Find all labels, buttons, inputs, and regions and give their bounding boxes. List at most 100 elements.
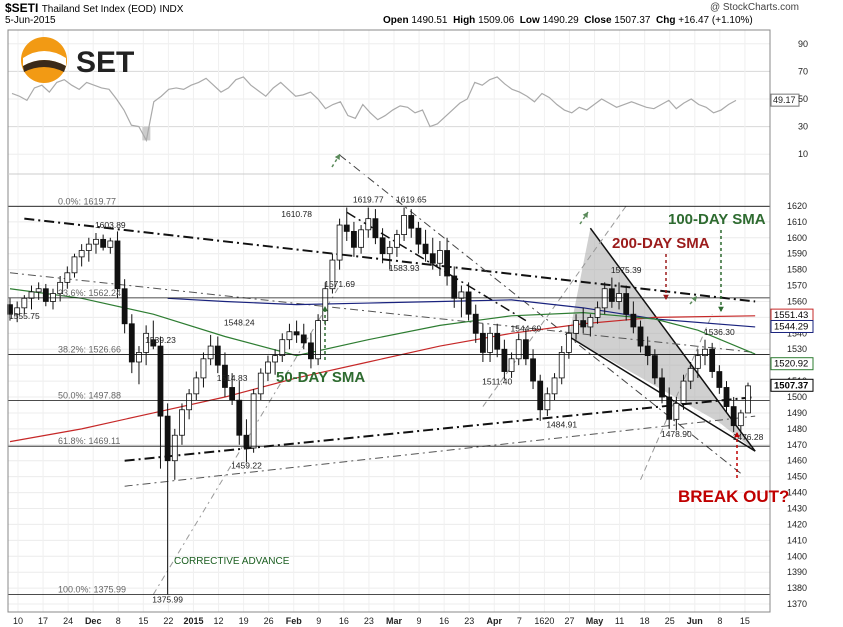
candle-body	[544, 393, 551, 411]
candle-body	[558, 352, 565, 379]
candle-body	[472, 313, 479, 334]
low-value: 1490.29	[542, 15, 579, 26]
candle-body	[573, 320, 579, 334]
candle-body	[293, 331, 300, 336]
candle-body	[250, 393, 257, 449]
sma100-last-value: 1544.29	[774, 321, 808, 332]
time-tick-label: 23	[364, 616, 374, 626]
candle-body	[229, 387, 236, 401]
price-tick-label: 1490	[787, 408, 807, 418]
candle-body	[444, 250, 450, 277]
candle-body	[537, 380, 544, 411]
sma50-line	[9, 288, 756, 357]
logo-wave2-icon	[23, 60, 66, 72]
time-tick-label: 9	[316, 616, 321, 626]
candle-body	[501, 348, 508, 372]
candle-body	[50, 293, 56, 302]
candle-body	[35, 288, 42, 293]
candle-body	[687, 367, 694, 382]
symbol: $SETI	[5, 1, 39, 15]
candle-body	[551, 377, 558, 395]
candle-body	[401, 215, 407, 235]
candle-body	[508, 358, 515, 372]
annotations	[322, 153, 740, 478]
price-point-label: 1619.65	[396, 195, 427, 205]
time-tick-label: May	[586, 616, 604, 626]
candle-body	[93, 238, 99, 245]
rsi-oversold-fill	[142, 126, 151, 141]
rsi-tick-label: 90	[798, 39, 808, 49]
wedge-fill	[568, 228, 756, 452]
chart-date: 5-Jun-2015	[5, 15, 56, 26]
time-tick-label: 10	[13, 616, 23, 626]
candle-body	[164, 415, 171, 462]
candle-body	[100, 238, 107, 248]
price-tick-label: 1400	[787, 551, 807, 561]
sma200-last-value: 1551.43	[774, 310, 808, 321]
price-tick-label: 1470	[787, 440, 807, 450]
time-tick-label: 1620	[534, 616, 554, 626]
candle-body	[107, 240, 114, 248]
rsi-tick-label: 30	[798, 122, 808, 132]
price-tick-label: 1600	[787, 233, 807, 243]
price-tick-label: 1370	[787, 599, 807, 609]
candle-body	[458, 291, 465, 299]
candle-body	[737, 412, 744, 427]
wedge-area	[568, 228, 756, 452]
candle-body	[193, 377, 200, 395]
price-tick-label: 1580	[787, 265, 807, 275]
candle-body	[651, 355, 658, 379]
candle-body	[608, 288, 615, 302]
candle-body	[408, 215, 415, 229]
candle-body	[623, 293, 630, 315]
candle-body	[659, 377, 665, 398]
logo-text: SET	[76, 46, 134, 79]
candle-body	[666, 396, 673, 420]
price-point-label: 1375.99	[152, 594, 183, 604]
candle-body	[236, 399, 243, 436]
candle-body	[616, 293, 622, 302]
candle-body	[200, 358, 207, 379]
price-point-label: 1511.40	[482, 376, 512, 386]
close-last-value: 1507.37	[774, 380, 808, 391]
candle-body	[272, 355, 279, 363]
time-tick-label: 19	[239, 616, 249, 626]
price-tick-label: 1560	[787, 296, 807, 306]
candle-body	[128, 323, 135, 363]
candle-body	[716, 371, 723, 388]
time-tick-label: 27	[564, 616, 574, 626]
candle-body	[28, 291, 35, 299]
copyright: @ StockCharts.com	[709, 2, 799, 13]
candle-body	[150, 339, 157, 347]
candle-body	[121, 288, 128, 325]
candle-body	[186, 393, 193, 411]
price-point-label: 1544.69	[511, 324, 542, 334]
sma50-last-value: 1520.92	[774, 359, 808, 370]
candle-body	[372, 218, 379, 239]
open-value: 1490.51	[411, 15, 448, 26]
price-tick-label: 1450	[787, 472, 807, 482]
fib-labels: 0.0%: 1619.77 23.6%: 1562.24 38.2%: 1526.6…	[8, 196, 770, 595]
time-tick-label: 2015	[183, 616, 203, 626]
set-logo: SET	[21, 37, 134, 83]
candle-body	[300, 334, 307, 344]
price-tick-label: 1460	[787, 456, 807, 466]
price-tick-label: 1590	[787, 249, 807, 259]
channel-line	[9, 272, 756, 353]
time-tick-label: 8	[717, 616, 722, 626]
price-point-label: 1478.90	[661, 429, 692, 439]
candle-body	[386, 246, 393, 255]
candle-body	[394, 234, 400, 248]
candle-body	[565, 332, 572, 353]
breakout-arrow-head	[734, 432, 740, 438]
index-name: Thailand Set Index (EOD)	[41, 4, 157, 15]
candle-body	[78, 250, 85, 258]
candle-body	[451, 275, 458, 299]
candle-body	[21, 297, 28, 309]
candle-body	[265, 361, 271, 374]
candle-body	[85, 243, 92, 251]
candle-body	[365, 218, 372, 231]
candle-body	[530, 358, 536, 382]
point-labels: 1555.75 1603.89 1539.23 1514.83 1459.22 1548.…	[9, 195, 764, 605]
